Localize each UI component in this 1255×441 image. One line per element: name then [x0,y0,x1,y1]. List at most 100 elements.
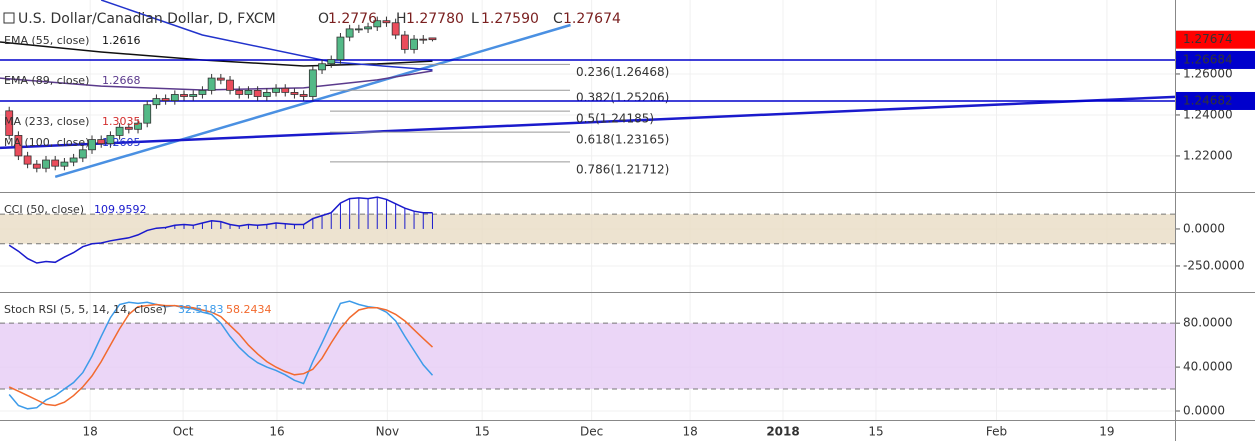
candle-body [345,28,354,38]
y-tick-label: -250.0000 [1183,258,1245,272]
price-tag [1176,91,1255,110]
indicator-value: 32.5183 [178,303,224,316]
candle-body [198,89,207,95]
overlay-line [100,0,433,71]
candle-body [382,20,391,24]
price-tag-label: 1.27674 [1183,32,1233,46]
candle-body [207,77,216,91]
x-tick-label: 19 [1099,425,1114,439]
candle-body [97,139,106,145]
candle-body [428,37,437,41]
price-tag-label: 1.26684 [1183,52,1233,66]
ohlc-name: H [396,11,407,27]
x-tick-label: Dec [580,425,603,439]
ohlc-name: C [553,11,563,27]
candle-body [88,139,96,151]
indicator-name: EMA (89, close) [4,74,89,87]
fib-label: 0.236(1.26468) [576,65,669,79]
price-tag [1176,50,1255,69]
indicator-value: 1.2605 [102,136,141,149]
band [0,214,1175,244]
indicator-name: MA (233, close) [4,115,89,128]
ohlc-value: 1.27780 [406,11,464,27]
indicator-value: 58.2434 [226,303,272,316]
indicator-name: EMA (55, close) [4,34,89,47]
symbol-icon [3,12,15,24]
candle-body [152,98,161,106]
candle-body [143,104,152,124]
candle-body [308,69,317,97]
candle-body [216,77,225,81]
overlay-line [0,41,433,67]
candle-body [189,94,198,97]
indicator-title: CCI (50, close) [4,203,84,216]
candle-body [400,34,409,50]
candle-body [290,92,299,95]
candle-body [60,161,69,167]
candle-body [244,89,253,95]
y-tick-label: 0.0000 [1183,403,1225,417]
ohlc-name: L [471,11,479,27]
candle-body [14,135,23,157]
candle-body [272,87,280,93]
candle-body [281,87,290,93]
candle-body [42,159,50,169]
ohlc-name: O [318,11,329,27]
candle-body [134,122,142,130]
x-tick-label: 16 [269,425,284,439]
candle-body [124,126,133,130]
candle-body [253,89,262,97]
indicator-value: 1.2668 [102,74,141,87]
x-tick-label: 18 [682,425,697,439]
indicator-value: 109.9592 [94,203,147,216]
series-line [8,303,434,407]
price-tag [1176,30,1255,49]
candle-body [354,28,363,31]
series-line [8,300,434,410]
candle-body [299,94,308,97]
candle-body [161,98,170,102]
fib-label: 0.618(1.23165) [576,133,669,147]
candle-body [170,94,179,102]
candle-body [318,63,326,71]
candle-body [262,92,271,97]
x-tick-label: 15 [475,425,490,439]
fib-label: 0.5(1.24185) [576,112,654,126]
candle-body [419,38,428,41]
overlay-line [0,70,433,91]
candle-body [51,159,60,167]
price-tag-label: 1.24682 [1183,93,1233,107]
candle-body [69,157,78,163]
candle-body [364,26,372,30]
series-line [8,196,433,264]
x-tick-label: Feb [986,425,1007,439]
candle-body [336,36,345,61]
x-tick-label: 2018 [766,425,799,439]
indicator-value: 1.3035 [102,115,141,128]
indicator-value: 1.2616 [102,34,141,47]
x-tick-label: 18 [83,425,98,439]
ohlc-value: 1.2776 [328,11,377,27]
x-tick-label: 15 [868,425,883,439]
trend-line [0,95,1176,150]
ohlc-value: 1.27674 [563,11,621,27]
y-tick-label: 1.26000 [1183,66,1233,80]
ohlc-value: 1.27590 [481,11,539,27]
y-tick-label: 1.24000 [1183,107,1233,121]
y-tick-label: 80.0000 [1183,316,1233,330]
y-tick-label: 0.0000 [1183,221,1225,235]
candle-body [226,79,234,91]
candle-body [115,126,124,136]
indicator-title: Stoch RSI (5, 5, 14, 14, close) [4,303,167,316]
y-tick-label: 40.0000 [1183,360,1233,374]
candle-body [32,163,41,169]
candle-body [106,135,115,145]
candle-body [5,110,14,136]
candle-body [78,149,87,159]
candle-body [373,20,382,28]
candle-body [235,89,244,95]
indicator-name: MA (100, close) [4,136,89,149]
y-tick-label: 1.22000 [1183,148,1233,162]
candle-body [410,38,418,50]
